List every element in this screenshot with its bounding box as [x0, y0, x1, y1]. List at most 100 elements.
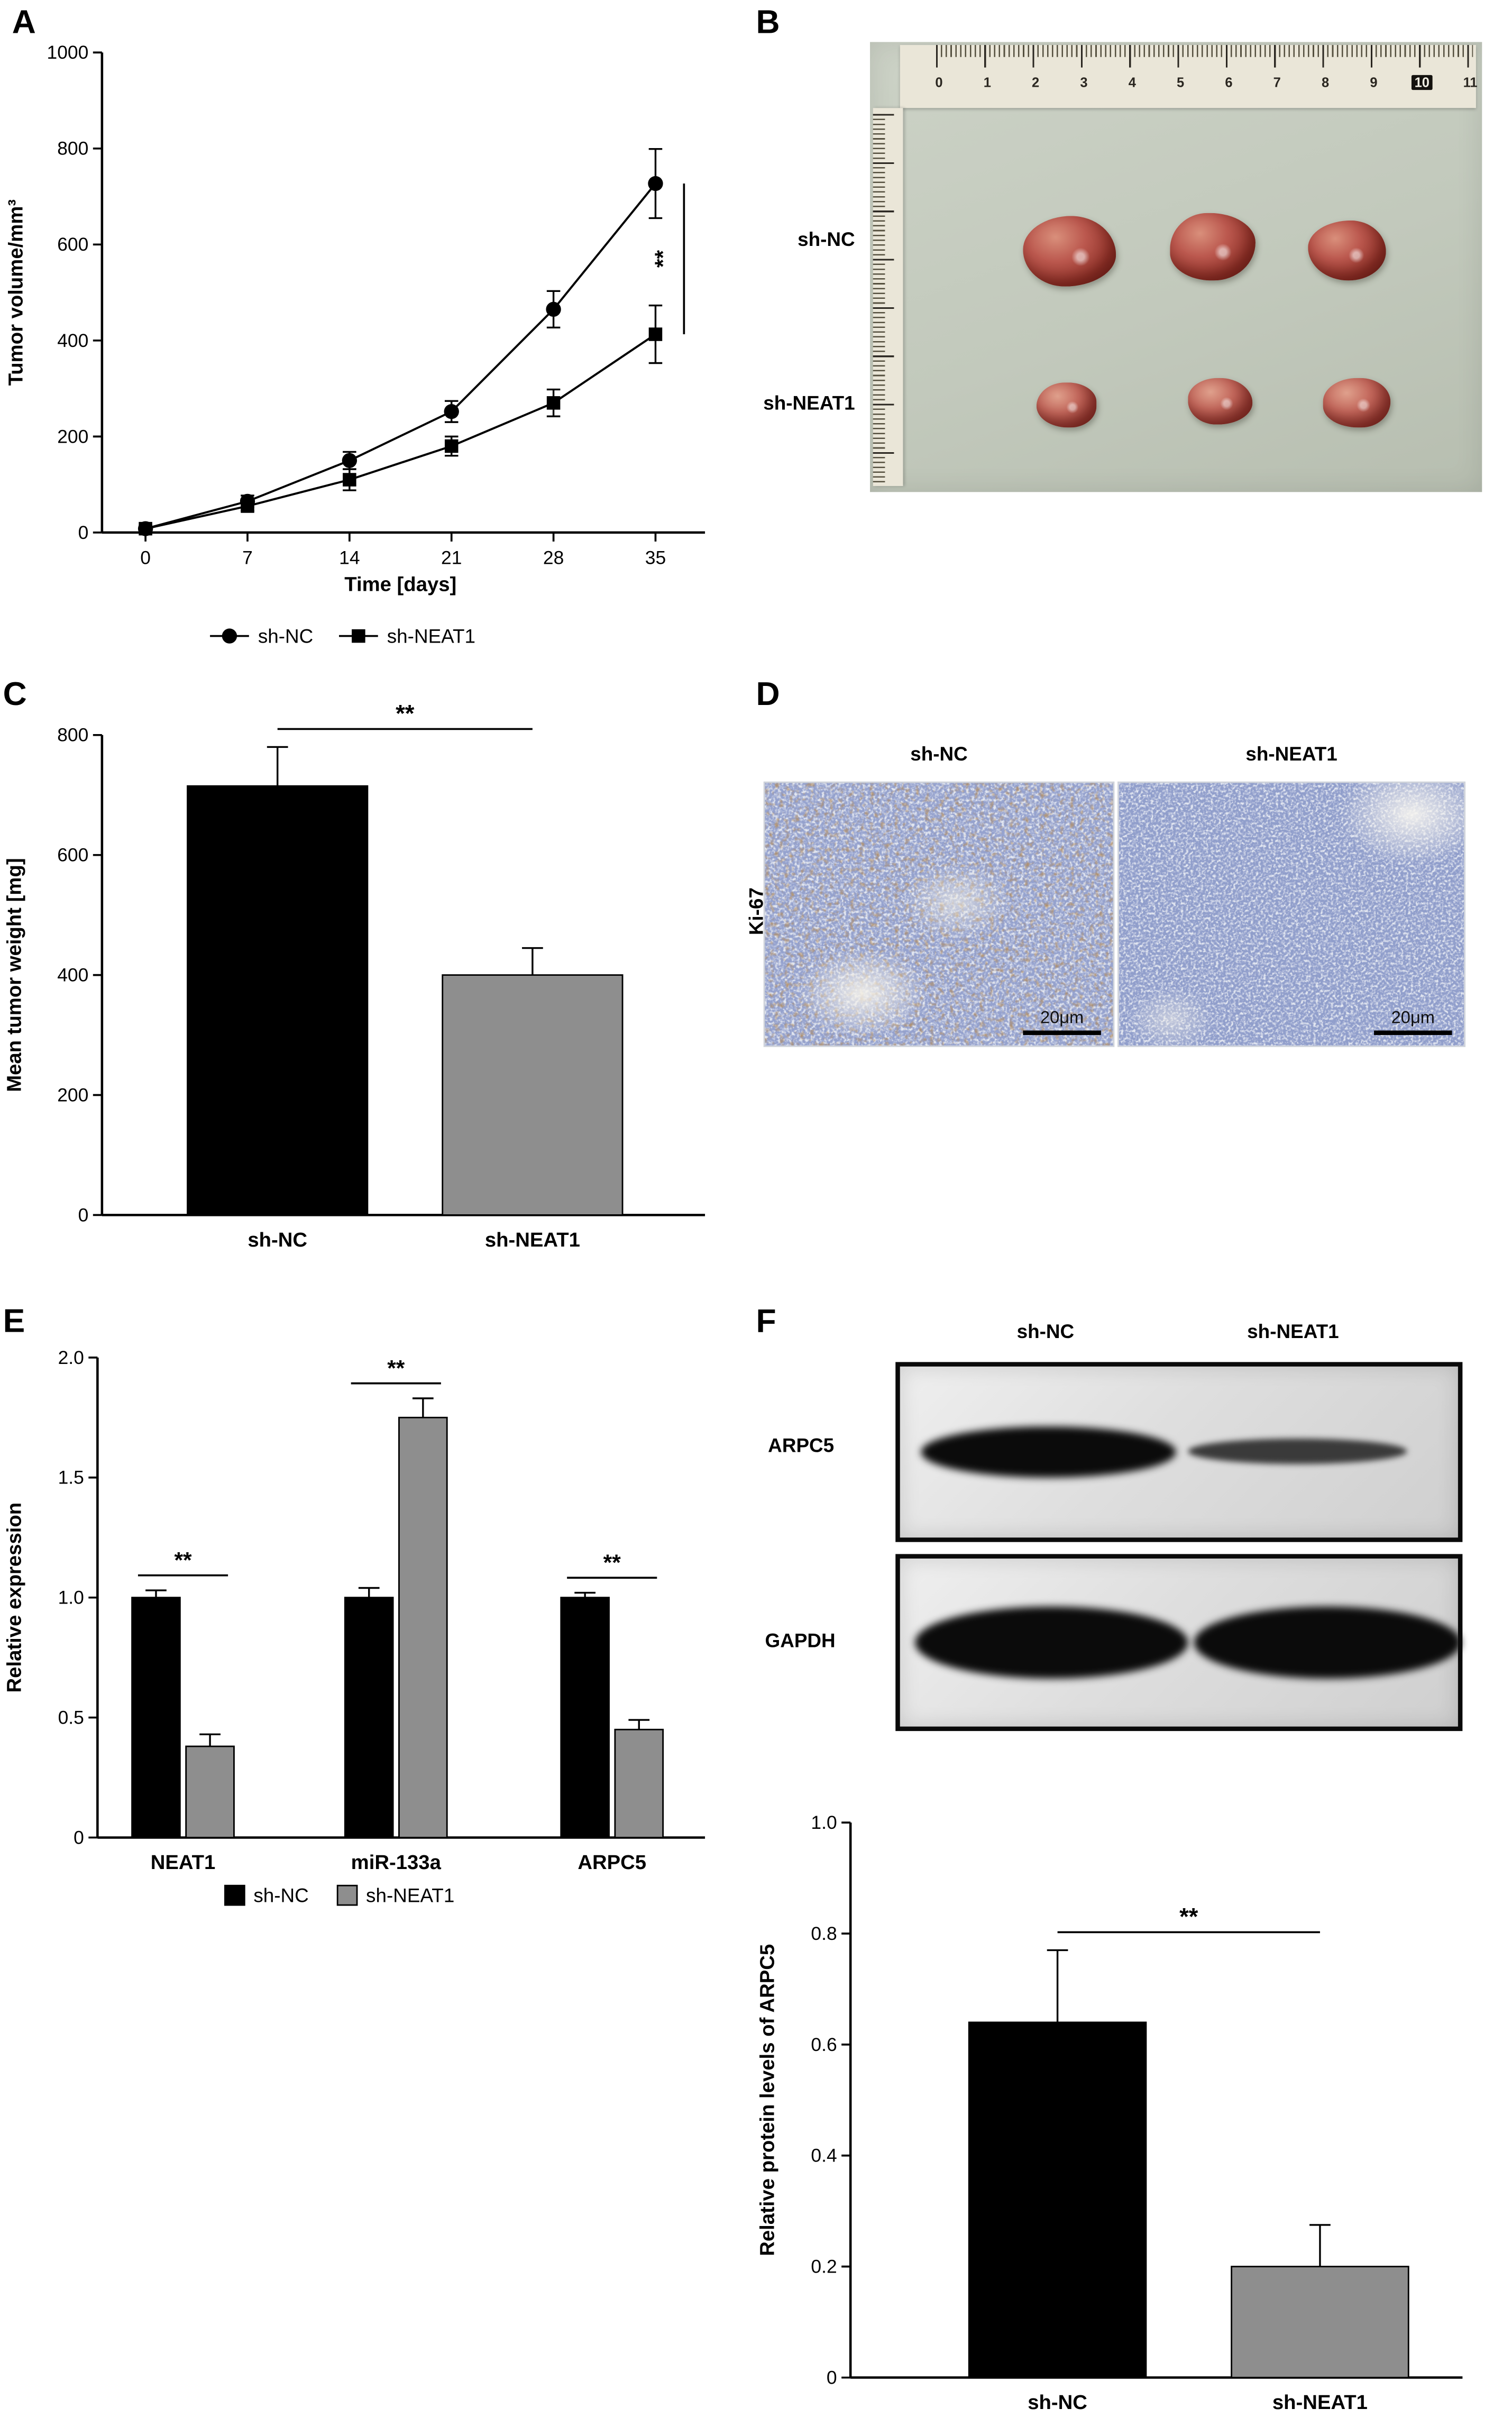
band-gapdh-sh-nc: [915, 1606, 1188, 1679]
y-tick-label: 0.8: [811, 1923, 837, 1944]
scale-bar: 20μm: [1023, 1009, 1101, 1036]
tumor-specimen: [1188, 378, 1253, 425]
ruler-vertical: [873, 108, 903, 486]
legend-marker: [222, 628, 237, 644]
data-point-sh-NEAT1: [444, 439, 459, 453]
data-point-sh-NC: [342, 453, 358, 468]
blot-column-label-sh-nc: sh-NC: [1016, 1320, 1075, 1343]
blot-row-label-arpc5: ARPC5: [768, 1434, 835, 1457]
x-tick-label: 0: [140, 547, 151, 568]
y-tick-label: 1000: [47, 42, 88, 63]
significance-marker: **: [1179, 1903, 1198, 1930]
panel-b-label: B: [756, 3, 780, 41]
significance-marker: **: [396, 700, 415, 727]
y-tick-label: 0.6: [811, 2034, 837, 2055]
bar-sh-NC-miR-133a: [344, 1597, 394, 1838]
x-axis-title: Time [days]: [344, 573, 456, 596]
y-tick-label: 0.4: [811, 2145, 837, 2166]
data-point-sh-NC: [444, 404, 459, 419]
scale-bar: 20μm: [1374, 1010, 1452, 1036]
ruler-number: 1: [983, 75, 991, 90]
y-tick-label: 0: [74, 1827, 84, 1848]
ruler-number: 3: [1080, 75, 1088, 90]
ihc-column-label-sh-nc: sh-NC: [910, 742, 968, 765]
blot-row-label-gapdh: GAPDH: [765, 1629, 836, 1652]
ruler-horizontal: 0 1 2 3 4 5 6 7 8 9 10 11: [900, 45, 1478, 108]
bar-sh-NC-ARPC5: [560, 1597, 610, 1838]
ruler-number: 11: [1463, 75, 1478, 90]
tumor-specimen: [1308, 220, 1386, 281]
ruler-number: 5: [1177, 75, 1185, 90]
legend-label: sh-NC: [258, 625, 313, 647]
western-blot-arpc5: [895, 1362, 1463, 1542]
ruler-number: 0: [935, 75, 943, 90]
significance-marker: **: [174, 1548, 192, 1573]
ihc-row-label-ki67: Ki-67: [745, 887, 767, 936]
tumor-specimen: [1170, 213, 1256, 281]
category-label: sh-NC: [1028, 2391, 1087, 2414]
legend-label: sh-NEAT1: [387, 625, 475, 647]
category-label: NEAT1: [151, 1851, 216, 1874]
category-label: miR-133a: [351, 1851, 442, 1874]
data-point-sh-NC: [648, 176, 663, 191]
y-tick-label: 1.5: [58, 1467, 84, 1488]
western-blot-gapdh: [895, 1554, 1463, 1732]
y-tick-label: 400: [57, 965, 88, 986]
series-line-sh-NEAT1: [145, 333, 656, 530]
bar-sh-NEAT1-miR-133a: [398, 1416, 448, 1838]
y-tick-label: 200: [57, 426, 88, 447]
ruler-number: 10: [1411, 75, 1433, 90]
y-tick-label: 0: [827, 2367, 837, 2388]
data-point-sh-NEAT1: [648, 327, 663, 341]
panel-a-label: A: [12, 3, 36, 41]
y-tick-label: 600: [57, 845, 88, 866]
ruler-number: 8: [1322, 75, 1330, 90]
data-point-sh-NEAT1: [343, 473, 356, 487]
bar-sh-NEAT1-ARPC5: [614, 1728, 664, 1838]
x-tick-label: 7: [242, 547, 253, 568]
ruler-number: 7: [1273, 75, 1281, 90]
tumor-volume-line-chart: 0 200 400 600 800 1000 0 7 14 21 28 35 Time [days] Tu…: [5, 42, 705, 647]
x-tick-label: 28: [543, 547, 564, 568]
band-gapdh-sh-neat1: [1194, 1606, 1461, 1679]
scale-bar-label: 20μm: [1040, 1009, 1084, 1028]
legend-swatch: [336, 1884, 358, 1906]
data-point-sh-NC: [546, 301, 561, 317]
panel-d-label: D: [756, 675, 780, 713]
ruler-number: 6: [1225, 75, 1233, 90]
ihc-texture: [1119, 783, 1464, 1046]
panel-f-label: F: [756, 1302, 776, 1340]
bar-sh-NC: [968, 2021, 1147, 2378]
bar-sh-NC: [187, 785, 369, 1216]
legend-marker: [352, 629, 365, 643]
tumor-specimen: [1036, 382, 1097, 428]
category-label: ARPC5: [578, 1851, 646, 1874]
photo-row-label-sh-nc: sh-NC: [798, 228, 855, 251]
legend-label: sh-NC: [253, 1884, 308, 1906]
blot-column-label-sh-neat1: sh-NEAT1: [1247, 1320, 1339, 1343]
ruler-number: 9: [1370, 75, 1378, 90]
significance-marker: **: [650, 250, 676, 268]
arpc5-protein-bar-chart: 0 0.2 0.4 0.6 0.8 1.0 sh-NC sh-NEAT1 ** Relative …: [756, 1812, 1463, 2414]
data-point-sh-NEAT1: [546, 396, 561, 410]
panel-c-label: C: [3, 675, 27, 713]
tumor-weight-bar-chart: 0 200 400 600 800 sh-NC sh-NEAT1 ** Mean tumor w…: [3, 700, 705, 1251]
y-tick-label: 1.0: [811, 1812, 837, 1833]
data-point-sh-NEAT1: [241, 499, 254, 513]
series-line-sh-NC: [145, 182, 657, 530]
bar-sh-NEAT1-NEAT1: [185, 1745, 235, 1838]
bar-sh-NEAT1: [1231, 2266, 1409, 2378]
tumor-specimen: [1323, 378, 1391, 428]
x-tick-label: 14: [339, 547, 360, 568]
y-tick-label: 1.0: [58, 1587, 84, 1608]
legend-swatch: [224, 1884, 245, 1906]
data-point-sh-NEAT1: [139, 521, 152, 536]
y-tick-label: 0.5: [58, 1707, 84, 1728]
y-tick-label: 800: [57, 725, 88, 746]
band-arpc5-sh-neat1: [1188, 1439, 1407, 1464]
y-axis-title: Relative protein levels of ARPC5: [756, 1944, 779, 2256]
significance-marker: **: [603, 1550, 621, 1576]
significance-marker: **: [387, 1355, 405, 1381]
ihc-texture: [765, 783, 1113, 1046]
